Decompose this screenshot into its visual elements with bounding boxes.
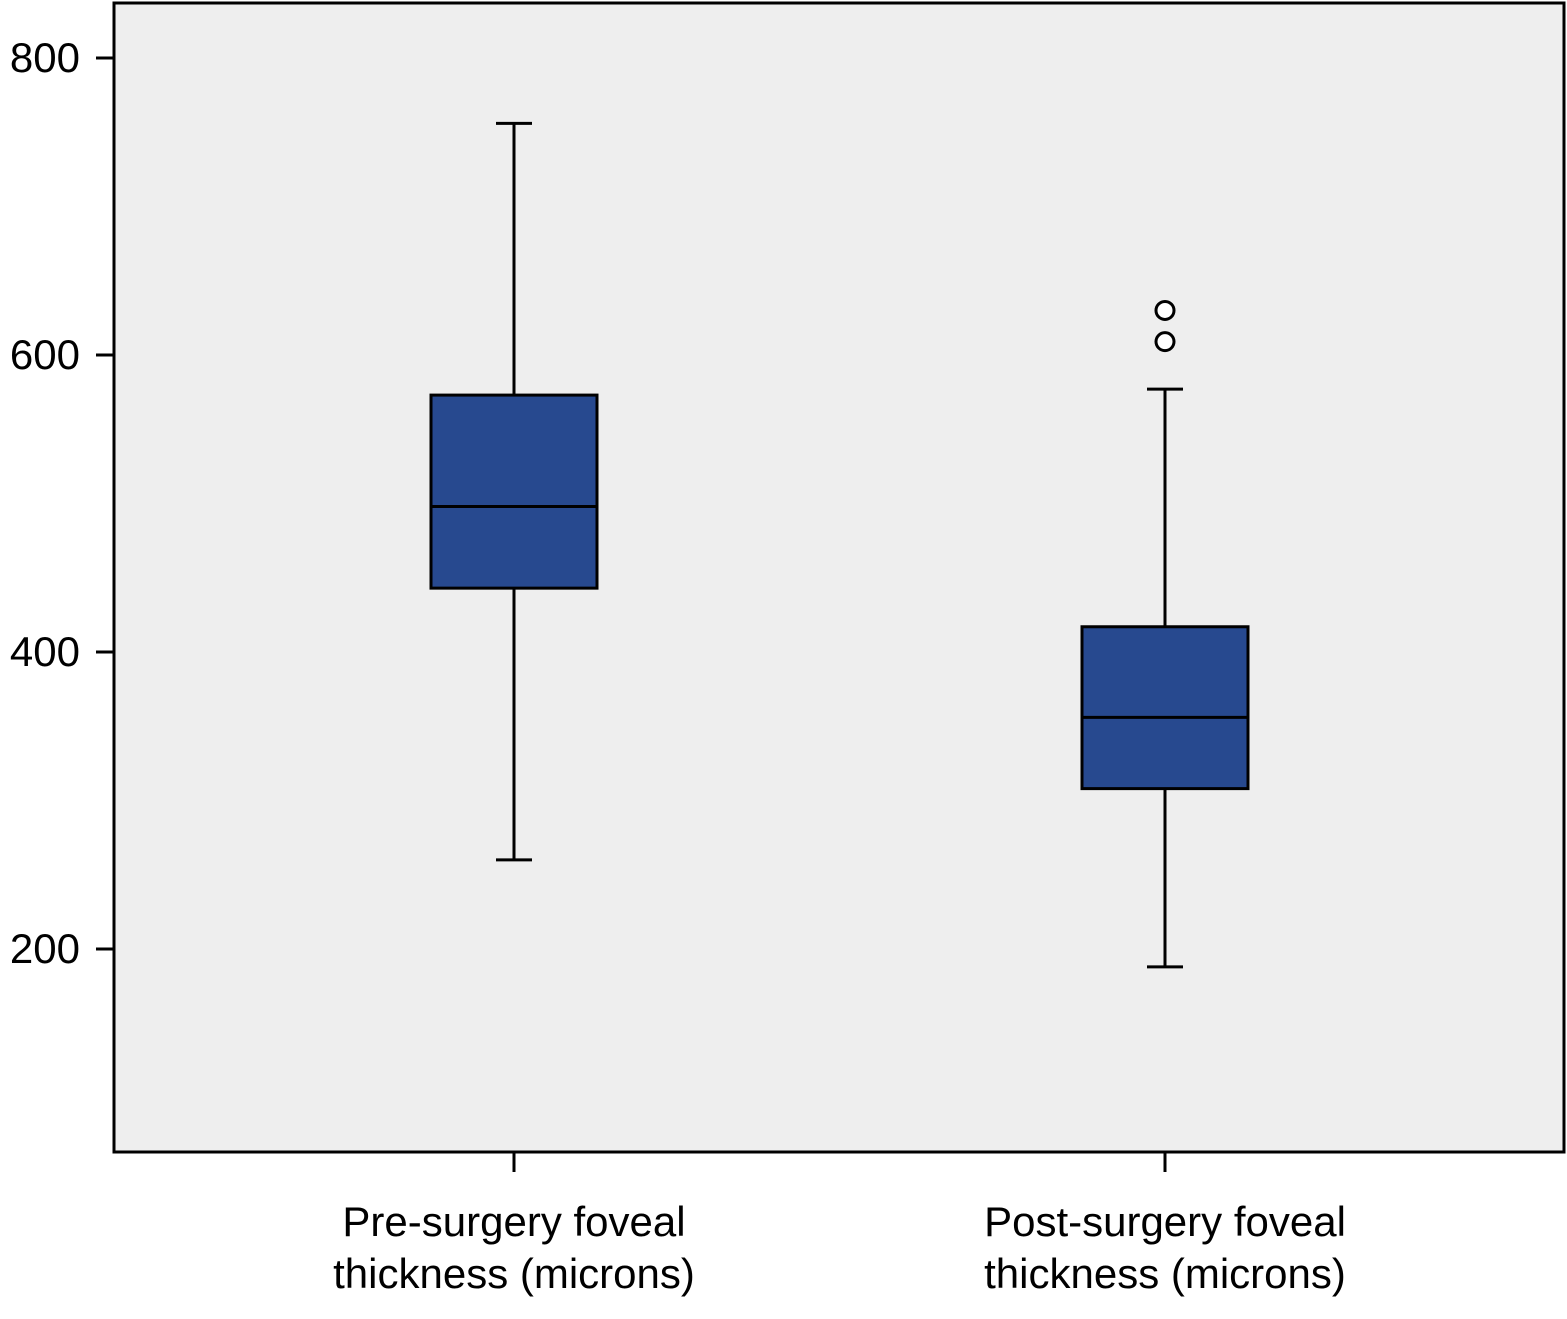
outlier-point <box>1154 331 1176 353</box>
y-tick-label: 600 <box>10 331 80 378</box>
outlier-point <box>1154 299 1176 321</box>
y-tick-label: 400 <box>10 628 80 675</box>
iqr-box <box>1080 625 1250 791</box>
x-category-label-line: Post-surgery foveal <box>984 1198 1346 1245</box>
box-group <box>1080 299 1250 969</box>
plot-area <box>112 1 1566 1154</box>
boxes <box>429 121 1250 969</box>
iqr-box <box>429 393 599 590</box>
x-category-label: Pre-surgery foveal thickness (microns) <box>333 1198 695 1297</box>
y-tick-label: 800 <box>10 34 80 81</box>
x-category-label-line: thickness (microns) <box>984 1250 1346 1297</box>
x-category-label-line: thickness (microns) <box>333 1250 695 1297</box>
x-category-label: Post-surgery foveal thickness (microns) <box>984 1198 1346 1297</box>
x-category-label-line: Pre-surgery foveal <box>342 1198 685 1245</box>
y-tick-label: 200 <box>10 925 80 972</box>
box-group <box>429 121 599 862</box>
x-axis: Pre-surgery foveal thickness (microns)Pos… <box>333 1152 1346 1297</box>
y-axis: 200 400 600 800 <box>10 34 114 972</box>
